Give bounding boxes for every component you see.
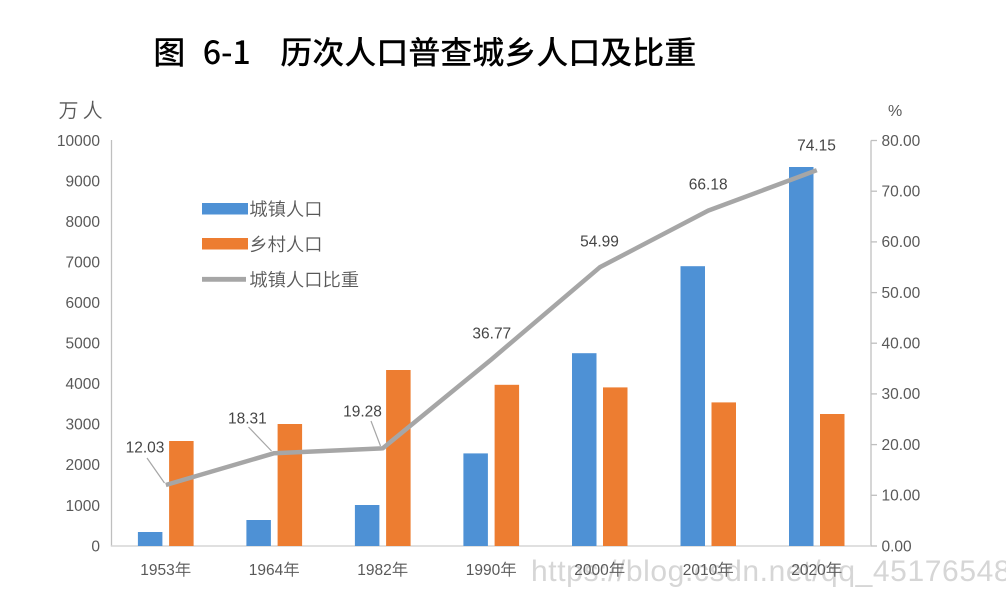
svg-text:0: 0 [91,538,100,555]
svg-text:74.15: 74.15 [797,137,836,154]
svg-text:2010: 2010 [683,562,718,579]
svg-text:%: % [888,103,902,120]
svg-text:1982: 1982 [357,562,391,579]
svg-text:4000: 4000 [66,376,101,393]
svg-text:2000: 2000 [66,457,101,474]
svg-text:7000: 7000 [66,254,101,271]
svg-text:8000: 8000 [66,214,101,231]
svg-text:20.00: 20.00 [882,437,921,454]
svg-text:36.77: 36.77 [472,325,511,342]
svg-text:60.00: 60.00 [882,234,921,251]
svg-text:50.00: 50.00 [882,285,921,302]
svg-text:2020: 2020 [791,562,826,579]
svg-text:12.03: 12.03 [126,439,165,456]
svg-text:70.00: 70.00 [882,184,921,201]
svg-text:30.00: 30.00 [882,386,921,403]
svg-text:3000: 3000 [66,417,101,434]
svg-text:10.00: 10.00 [882,488,921,505]
svg-text:1964: 1964 [249,562,284,579]
svg-text:6000: 6000 [66,295,101,312]
svg-text:66.18: 66.18 [689,176,728,193]
svg-text:1953: 1953 [140,562,174,579]
svg-text:https://blog.csdn.net/qq_45176: https://blog.csdn.net/qq_45176548 [531,555,1006,588]
svg-text:1000: 1000 [66,498,101,515]
svg-text:10000: 10000 [57,133,100,150]
svg-text:18.31: 18.31 [228,410,267,427]
svg-text:80.00: 80.00 [882,133,921,150]
svg-text:19.28: 19.28 [343,403,382,420]
svg-text:5000: 5000 [66,336,101,353]
svg-text:54.99: 54.99 [580,233,619,250]
svg-text:9000: 9000 [66,173,101,190]
svg-text:0.00: 0.00 [882,538,913,555]
svg-text:40.00: 40.00 [882,336,921,353]
svg-text:1990: 1990 [466,562,501,579]
svg-text:2000: 2000 [574,562,609,579]
